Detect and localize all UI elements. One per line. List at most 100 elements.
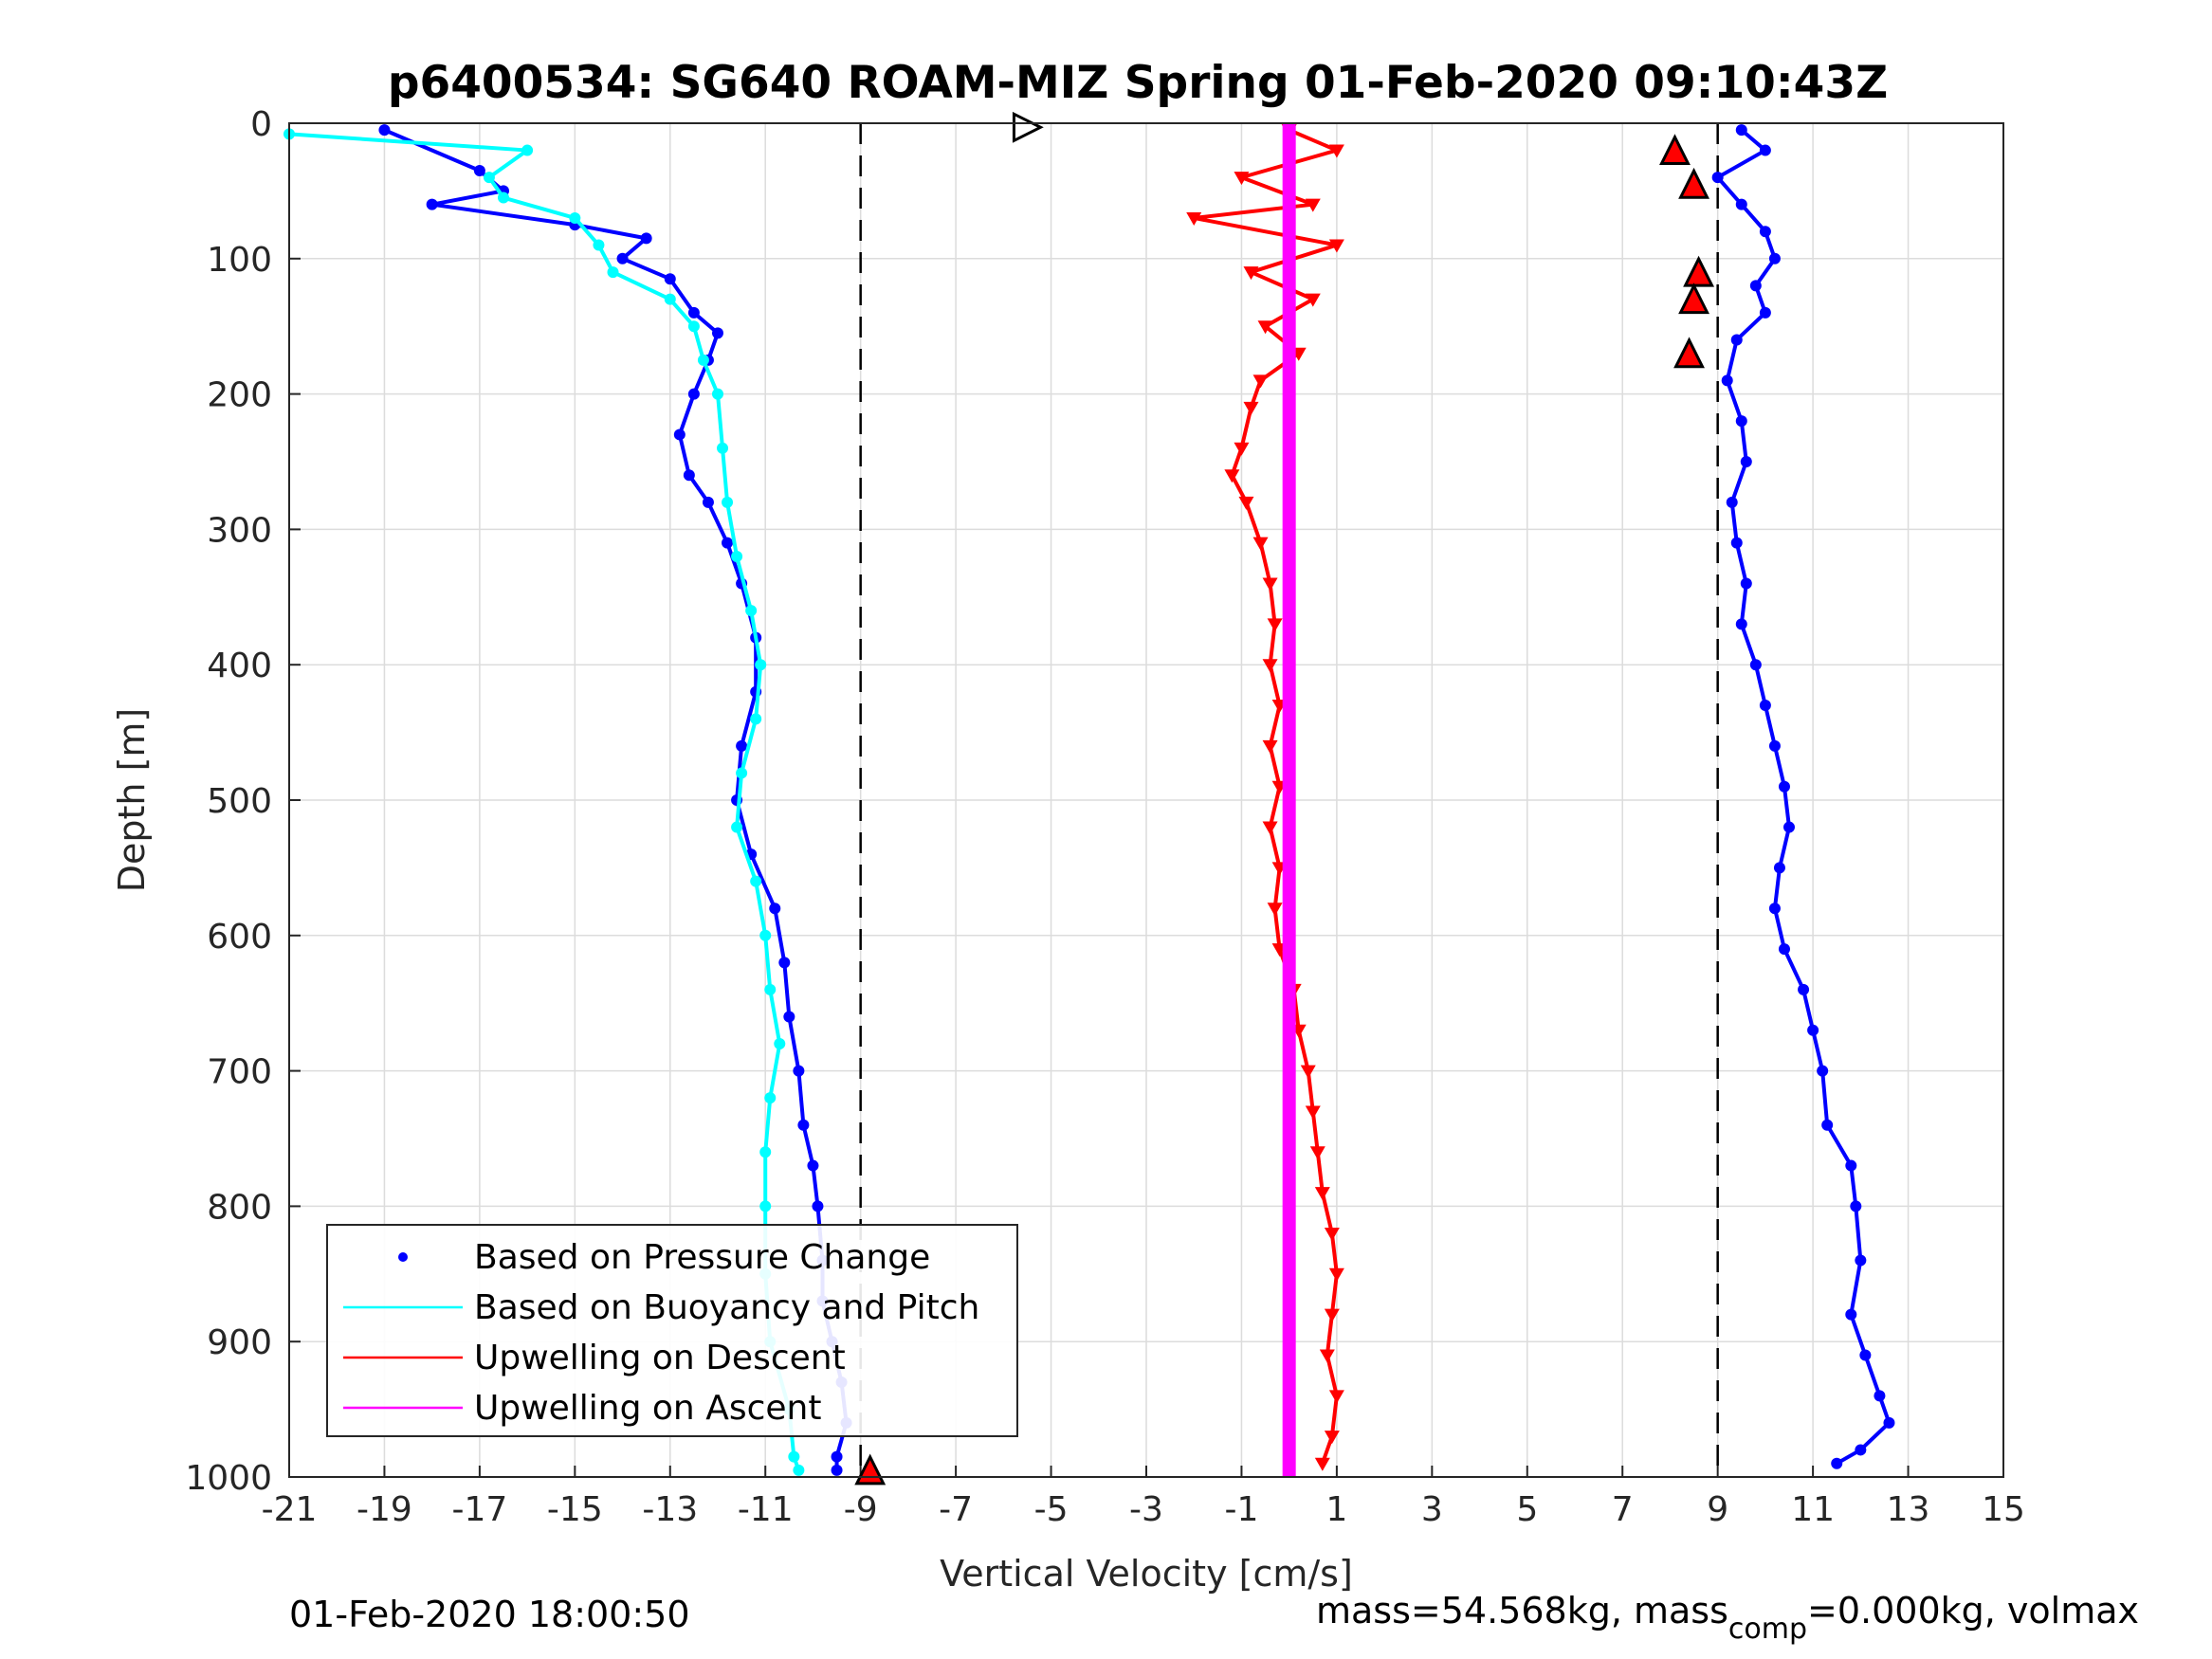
y-tick-labels: 0 100 200 300 400 500 600 700 800 900 1000: [185, 105, 272, 1498]
data-point: [1735, 198, 1747, 210]
series-based-on-pressure-change-ascent: [1711, 124, 1895, 1469]
data-point: [1711, 172, 1724, 184]
data-point: [1238, 496, 1254, 510]
data-point: [736, 767, 748, 779]
y-tick-label: 700: [207, 1053, 272, 1092]
data-point: [702, 496, 714, 508]
data-point: [1726, 496, 1738, 508]
y-tick-label: 1000: [185, 1459, 272, 1498]
data-point: [1845, 1159, 1857, 1172]
data-point: [1855, 1254, 1867, 1267]
y-tick-label: 200: [207, 376, 272, 415]
marker-tri-up: [1683, 255, 1715, 287]
chart-title: p6400534: SG640 ROAM-MIZ Spring 01-Feb-2…: [388, 57, 1888, 109]
legend-label: Based on Pressure Change: [474, 1238, 930, 1277]
data-point: [1328, 1390, 1344, 1404]
marker-tri-up: [1659, 134, 1691, 166]
data-point: [1798, 983, 1810, 995]
legend-entry: Upwelling on Descent: [343, 1339, 846, 1377]
data-point: [1324, 1308, 1340, 1322]
footer-mass-sub: comp: [1728, 1613, 1807, 1646]
legend-entry: Based on Buoyancy and Pitch: [343, 1288, 979, 1327]
x-axis-label: Vertical Velocity [cm/s]: [940, 1553, 1353, 1595]
y-tick-label: 0: [250, 105, 272, 144]
data-point: [759, 1200, 772, 1212]
data-point: [1262, 659, 1278, 673]
data-point: [426, 198, 438, 210]
legend-entry: Based on Pressure Change: [398, 1238, 930, 1277]
y-tick-label: 800: [207, 1188, 272, 1227]
data-point: [1768, 739, 1781, 752]
data-point: [1850, 1200, 1862, 1212]
data-point: [1314, 1187, 1330, 1201]
x-tick-labels: -21 -19 -17 -15 -13 -11 -9 -7 -5 -3 -1 1 3 5 7 9 11 13 15: [262, 1490, 2025, 1529]
data-point: [755, 659, 767, 671]
data-point: [1252, 374, 1269, 389]
data-point: [1721, 374, 1733, 387]
data-point: [1855, 1444, 1867, 1456]
x-tick-label: -21: [262, 1490, 318, 1529]
data-point: [750, 875, 762, 887]
data-point: [1749, 280, 1762, 292]
y-tick-label: 500: [207, 782, 272, 821]
data-point: [1319, 1349, 1335, 1363]
legend: Based on Pressure Change Based on Buoyanc…: [326, 1224, 1018, 1437]
data-point: [783, 1011, 795, 1023]
y-tick-label: 100: [207, 241, 272, 280]
legend-label: Upwelling on Ascent: [474, 1389, 821, 1428]
y-tick-label: 900: [207, 1323, 272, 1362]
data-point: [1328, 1267, 1344, 1282]
data-point: [683, 469, 695, 482]
data-point: [1305, 198, 1321, 212]
data-point: [473, 164, 485, 176]
data-point: [731, 821, 743, 833]
data-point: [687, 320, 700, 333]
data-point: [1328, 144, 1344, 158]
data-point: [1267, 902, 1283, 917]
data-point: [1778, 780, 1790, 793]
x-tick-label: -17: [451, 1490, 507, 1529]
legend-box: [326, 1224, 1018, 1437]
data-point: [1300, 1065, 1316, 1079]
data-point: [759, 929, 772, 941]
data-point: [1845, 1308, 1857, 1321]
data-point: [736, 739, 748, 752]
x-tick-label: -13: [642, 1490, 698, 1529]
x-tick-label: -11: [738, 1490, 794, 1529]
marker-tri-up: [1678, 283, 1709, 315]
data-point: [812, 1200, 824, 1212]
data-point: [1735, 415, 1747, 428]
data-point: [750, 713, 762, 725]
data-point: [1740, 456, 1752, 467]
data-point: [1874, 1390, 1886, 1402]
x-tick-label: 13: [1887, 1490, 1930, 1529]
data-point: [1224, 469, 1240, 483]
y-axis-label: Depth [m]: [111, 708, 153, 893]
data-point: [616, 252, 629, 264]
data-point: [1783, 821, 1795, 833]
data-point: [1730, 334, 1743, 346]
x-tick-label: 11: [1791, 1490, 1835, 1529]
y-tick-label: 300: [207, 511, 272, 550]
x-tick-label: 3: [1421, 1490, 1443, 1529]
y-tick-label: 600: [207, 918, 272, 957]
marker-tri-up: [1673, 337, 1705, 369]
data-point: [1883, 1416, 1895, 1429]
data-point: [1821, 1119, 1834, 1131]
data-point: [712, 388, 723, 400]
data-point: [483, 172, 495, 184]
marker-tri-up: [1678, 167, 1709, 199]
data-point: [1768, 902, 1781, 915]
legend-label: Based on Buoyancy and Pitch: [474, 1288, 979, 1327]
data-point: [687, 388, 700, 400]
data-point: [774, 1038, 786, 1050]
data-point: [1309, 1146, 1325, 1160]
data-point: [664, 273, 676, 285]
data-point: [1234, 442, 1250, 456]
data-point: [1859, 1349, 1872, 1361]
data-point: [673, 428, 686, 441]
data-point: [1252, 537, 1269, 551]
x-tick-label: -9: [844, 1490, 878, 1529]
data-point: [778, 957, 791, 969]
x-tick-label: 1: [1325, 1490, 1347, 1529]
